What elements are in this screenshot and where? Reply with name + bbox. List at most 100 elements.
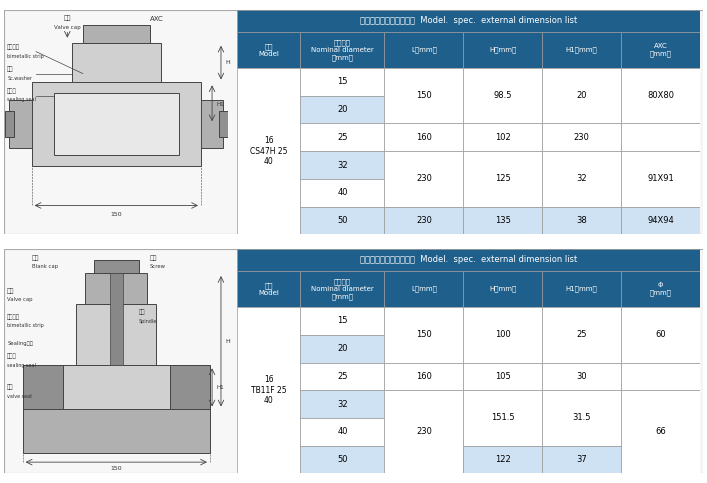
Bar	[23, 366, 63, 410]
Text: 盖帽: 盖帽	[32, 255, 39, 260]
Bar	[463, 446, 542, 473]
Text: 公称通径
Nominal diameter
（mm）: 公称通径 Nominal diameter （mm）	[311, 40, 374, 61]
Bar	[300, 151, 385, 179]
Text: 25: 25	[337, 133, 348, 142]
Text: H（mm）: H（mm）	[489, 47, 516, 54]
Bar	[300, 96, 385, 124]
Text: 20: 20	[576, 91, 587, 100]
Bar	[300, 68, 385, 96]
Text: 160: 160	[416, 133, 432, 142]
Bar	[72, 43, 160, 83]
Bar	[197, 100, 223, 148]
Bar	[542, 68, 621, 124]
Text: 密封座: 密封座	[7, 88, 17, 94]
Bar	[237, 10, 700, 32]
Bar	[463, 363, 542, 390]
Bar	[621, 124, 700, 151]
Bar	[621, 68, 700, 124]
Text: 102: 102	[495, 133, 510, 142]
Text: 20: 20	[337, 105, 348, 114]
Text: 阀座: 阀座	[7, 384, 13, 390]
Bar	[621, 207, 700, 234]
Text: Sealing密封: Sealing密封	[7, 341, 33, 346]
Text: H: H	[226, 339, 230, 344]
Bar	[621, 363, 700, 390]
Bar	[542, 363, 621, 390]
Text: 型号、规格、外形尺弸表  Model.  spec.  external dimension list: 型号、规格、外形尺弸表 Model. spec. external dimens…	[360, 256, 577, 265]
Text: 40: 40	[337, 188, 348, 197]
Bar	[94, 260, 139, 273]
Bar	[300, 390, 385, 418]
Bar	[463, 32, 542, 68]
Text: bimetallic strip: bimetallic strip	[7, 54, 44, 58]
Text: 32: 32	[337, 160, 348, 170]
Text: Spindle: Spindle	[139, 319, 157, 324]
Bar	[621, 271, 700, 307]
Text: 密封座: 密封座	[7, 354, 17, 359]
Bar	[218, 111, 228, 137]
Text: 25: 25	[337, 372, 348, 381]
Text: 32: 32	[337, 399, 348, 409]
Text: L（mm）: L（mm）	[411, 286, 437, 293]
Text: 105: 105	[495, 372, 510, 381]
Bar	[300, 207, 385, 234]
Text: Sc.washer: Sc.washer	[7, 75, 33, 81]
Bar	[463, 68, 542, 124]
Bar	[621, 32, 700, 68]
Text: 230: 230	[416, 174, 432, 184]
Text: 15: 15	[337, 316, 348, 326]
Bar	[300, 32, 385, 68]
Bar	[110, 273, 123, 366]
Bar	[621, 307, 700, 363]
Bar	[385, 307, 463, 363]
Bar	[385, 151, 463, 207]
Bar	[23, 410, 210, 454]
Bar	[5, 111, 14, 137]
Bar	[542, 207, 621, 234]
Bar	[385, 32, 463, 68]
Bar	[23, 366, 210, 410]
Text: Φ
（mm）: Φ （mm）	[650, 283, 672, 296]
Bar	[32, 83, 201, 166]
Text: sealing seal: sealing seal	[7, 98, 36, 102]
Bar	[237, 307, 300, 473]
Bar	[170, 366, 210, 410]
Bar	[385, 124, 463, 151]
Text: AXC: AXC	[149, 15, 163, 22]
Text: 60: 60	[655, 330, 666, 340]
Text: 芯轴: 芯轴	[139, 310, 145, 315]
Bar	[85, 273, 148, 304]
Text: 型号
Model: 型号 Model	[258, 283, 279, 296]
Text: 型号、规格、外形尺弸表  Model.  spec.  external dimension list: 型号、规格、外形尺弸表 Model. spec. external dimens…	[360, 16, 577, 26]
Text: 40: 40	[337, 427, 348, 436]
Text: 阀盖: 阀盖	[64, 16, 71, 21]
Text: 31.5: 31.5	[573, 413, 591, 423]
Text: 150: 150	[416, 330, 432, 340]
Bar	[385, 390, 463, 473]
Text: 151.5: 151.5	[491, 413, 515, 423]
Bar	[300, 179, 385, 207]
Text: 30: 30	[576, 372, 587, 381]
Bar	[621, 390, 700, 473]
Text: 98.5: 98.5	[493, 91, 512, 100]
Bar	[621, 151, 700, 207]
Text: 双金属片: 双金属片	[7, 314, 21, 320]
Text: 20: 20	[337, 344, 348, 353]
Bar	[463, 307, 542, 363]
Text: 230: 230	[573, 133, 590, 142]
Text: H（mm）: H（mm）	[489, 286, 516, 293]
Text: 80X80: 80X80	[647, 91, 674, 100]
Bar	[83, 25, 150, 43]
Bar	[463, 271, 542, 307]
Bar	[9, 100, 36, 148]
Text: H: H	[226, 60, 230, 65]
Bar	[300, 307, 385, 335]
Text: H1: H1	[216, 385, 224, 390]
Text: 50: 50	[337, 216, 348, 225]
Bar	[463, 124, 542, 151]
Text: 150: 150	[110, 466, 122, 471]
Bar	[385, 363, 463, 390]
Bar	[385, 271, 463, 307]
Text: 135: 135	[495, 216, 510, 225]
Text: 122: 122	[495, 455, 510, 464]
